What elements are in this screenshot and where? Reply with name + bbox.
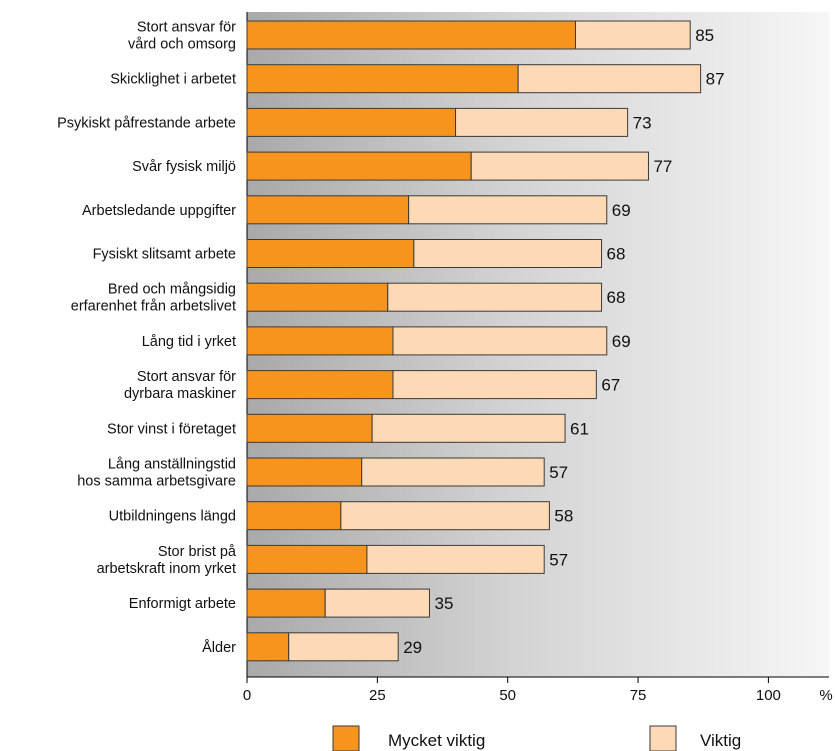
x-tick-label: 50 xyxy=(499,687,516,704)
total-label: 57 xyxy=(549,463,568,482)
category-label: Lång anställningstid hos samma arbetsgiva… xyxy=(77,457,236,490)
category-label: Stort ansvar för dyrbara maskiner xyxy=(124,369,236,402)
total-label: 77 xyxy=(653,157,672,176)
total-label: 57 xyxy=(549,550,568,569)
total-label: 68 xyxy=(607,245,626,264)
bar-mycket-viktig xyxy=(246,413,373,443)
category-label: Fysiskt slitsamt arbete xyxy=(93,247,236,263)
category-label: Utbildningens längd xyxy=(109,509,236,525)
total-label: 61 xyxy=(570,419,589,438)
bar-viktig xyxy=(340,501,550,531)
bar-viktig xyxy=(288,632,399,662)
legend-swatch-viktig xyxy=(649,725,677,751)
category-label: Ålder xyxy=(202,639,236,656)
bar-mycket-viktig xyxy=(246,457,363,487)
category-label: Stor brist på arbetskraft inom yrket xyxy=(97,544,237,577)
x-tick-label: 75 xyxy=(630,687,647,704)
bar-mycket-viktig xyxy=(246,282,389,312)
bar-mycket-viktig xyxy=(246,151,472,181)
bar-mycket-viktig xyxy=(246,20,576,50)
total-label: 29 xyxy=(403,638,422,657)
category-label: Skicklighet i arbetet xyxy=(110,72,236,88)
total-label: 87 xyxy=(706,70,725,89)
bar-viktig xyxy=(413,239,603,268)
total-label: 35 xyxy=(434,594,453,613)
category-label: Bred och mångsidig erfarenhet från arbets… xyxy=(71,282,236,315)
category-label: Enformigt arbete xyxy=(129,596,236,612)
bar-viktig xyxy=(455,107,629,137)
category-label: Stort ansvar för vård och omsorg xyxy=(128,20,236,53)
bar-viktig xyxy=(470,151,649,181)
category-label: Lång tid i yrket xyxy=(142,334,236,350)
total-label: 67 xyxy=(601,376,620,395)
x-unit-label: % xyxy=(819,687,832,704)
total-label: 58 xyxy=(554,507,573,526)
bar-mycket-viktig xyxy=(246,632,290,662)
category-label: Svår fysisk miljö xyxy=(132,159,236,175)
bar-viktig xyxy=(371,413,566,443)
bar-viktig xyxy=(408,195,608,225)
bar-mycket-viktig xyxy=(246,107,457,137)
bar-mycket-viktig xyxy=(246,544,368,574)
bar-mycket-viktig xyxy=(246,370,394,400)
category-label: Stor vinst i företaget xyxy=(107,421,236,437)
bar-viktig xyxy=(366,544,545,574)
bar-viktig xyxy=(361,457,545,487)
bar-mycket-viktig xyxy=(246,239,415,268)
category-label: Arbetsledande uppgifter xyxy=(82,203,236,219)
total-label: 73 xyxy=(633,113,652,132)
x-tick-label: 25 xyxy=(369,687,386,704)
bar-viktig xyxy=(324,588,430,618)
total-label: 85 xyxy=(695,26,714,45)
bar-mycket-viktig xyxy=(246,64,519,94)
bar-viktig xyxy=(392,326,608,356)
bar-viktig xyxy=(387,282,603,312)
legend-swatch-mycket-viktig xyxy=(332,725,360,751)
total-label: 69 xyxy=(612,332,631,351)
legend-label: Mycket viktig xyxy=(388,731,485,750)
bar-mycket-viktig xyxy=(246,588,326,618)
x-tick-label: 0 xyxy=(243,687,251,704)
bar-viktig xyxy=(574,20,691,50)
bar-mycket-viktig xyxy=(246,501,342,531)
bar-mycket-viktig xyxy=(246,326,394,356)
total-label: 68 xyxy=(607,288,626,307)
category-label: Psykiskt påfrestande arbete xyxy=(57,115,236,131)
x-tick-label: 100 xyxy=(756,687,781,704)
total-label: 69 xyxy=(612,201,631,220)
bar-viktig xyxy=(517,64,702,94)
bar-viktig xyxy=(392,370,597,400)
bar-mycket-viktig xyxy=(246,195,410,225)
legend-label: Viktig xyxy=(700,731,741,750)
